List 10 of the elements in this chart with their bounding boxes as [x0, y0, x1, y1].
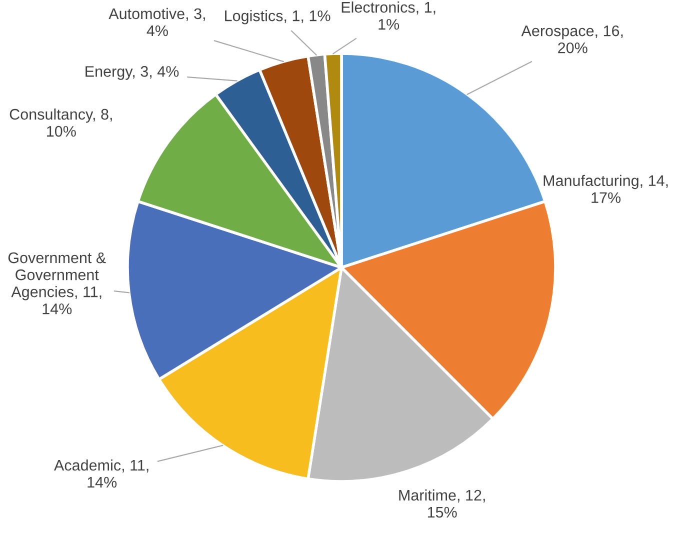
slice-label: Aerospace, 16, 20%: [521, 25, 623, 54]
slice-label: Academic, 11, 14%: [54, 459, 148, 488]
slice-label: Automotive, 3, 4%: [108, 8, 205, 36]
slice-label: Logistics, 1, 1%: [225, 10, 330, 24]
slice-label: Maritime, 12, 15%: [399, 489, 485, 518]
slice-label: Manufacturing, 14, 17%: [544, 174, 668, 204]
slice-label: Consultancy, 8, 10%: [10, 108, 112, 137]
slice-label: Government & Government Agencies, 11, 14%: [8, 252, 106, 314]
slice-label: Electronics, 1, 1%: [342, 1, 436, 30]
slice-label: Energy, 3, 4%: [86, 66, 179, 80]
